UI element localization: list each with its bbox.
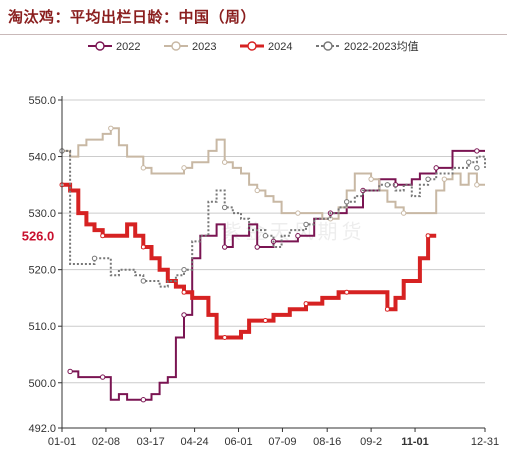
data-point-avg [466, 159, 472, 165]
data-point-s2024 [222, 335, 228, 341]
x-tick-label: 07-09 [268, 436, 296, 448]
data-point-s2024 [181, 289, 187, 295]
series-line-s2023 [62, 127, 485, 220]
data-point-s2023 [368, 176, 374, 182]
last-value-label: 526.0 [22, 229, 55, 244]
x-tick-label: 06-01 [224, 436, 252, 448]
legend-marker-s2023 [171, 41, 181, 51]
data-point-s2024 [262, 318, 268, 324]
watermark-text: 紫金天风期货 [222, 220, 366, 244]
x-tick-label: 09-2 [360, 436, 382, 448]
data-point-s2022 [221, 244, 228, 250]
axes: 492.0 500.0 510.0 520.0 530.0 540.0 550.0 01-01… [22, 95, 499, 448]
data-point-avg [344, 199, 350, 205]
x-tick-label: 08-16 [313, 436, 341, 448]
y-tick-label: 520.0 [28, 265, 56, 277]
data-point-s2023 [221, 159, 228, 165]
data-point-avg [303, 221, 309, 228]
series-lines [59, 125, 486, 403]
data-point-s2023 [295, 210, 301, 216]
data-point-s2022 [474, 148, 480, 154]
data-point-avg [474, 165, 480, 171]
y-tick-label: 540.0 [28, 152, 56, 164]
data-point-s2022 [140, 397, 147, 403]
data-point-s2024 [384, 306, 390, 312]
x-tick-label: 03-17 [137, 436, 165, 448]
legend-label-s2024: 2024 [268, 41, 292, 53]
legend-marker-s2022 [95, 41, 105, 51]
data-point-s2023 [474, 182, 480, 188]
data-point-s2022 [295, 233, 301, 239]
x-tick-label: 11-01 [401, 436, 429, 448]
x-tick-label: 04-24 [181, 436, 209, 448]
legend-marker-avg [323, 41, 333, 51]
data-point-s2022 [433, 165, 439, 171]
data-point-avg [181, 266, 187, 273]
legend-label-s2023: 2023 [192, 41, 216, 53]
data-point-s2023 [441, 176, 448, 182]
legend-label-s2022: 2022 [116, 41, 140, 53]
legend: 2022 2023 2024 2022-2023均值 [88, 40, 419, 53]
legend-label-avg: 2022-2023均值 [344, 40, 419, 53]
data-point-avg [91, 255, 98, 262]
data-point-s2023 [108, 125, 114, 131]
data-point-s2022 [181, 312, 187, 318]
y-tick-label: 492.0 [28, 423, 56, 435]
data-point-s2024 [100, 233, 106, 239]
data-point-s2022 [254, 244, 260, 250]
data-point-s2023 [400, 210, 407, 216]
y-tick-label: 530.0 [28, 208, 56, 220]
data-point-s2022 [99, 374, 106, 380]
series-line-s2024 [62, 182, 437, 340]
chart-title: 淘汰鸡：平均出栏日龄：中国（周） [8, 8, 257, 26]
x-tick-label: 12-31 [471, 436, 499, 448]
title-divider [0, 34, 507, 35]
x-tick-label: 02-08 [92, 436, 120, 448]
data-point-avg [221, 204, 228, 211]
data-point-avg [425, 176, 431, 182]
data-point-s2022 [67, 368, 73, 375]
data-point-s2024 [344, 289, 350, 295]
data-point-avg [262, 233, 269, 239]
data-point-s2024 [303, 301, 309, 307]
series-line-s2022 [70, 149, 485, 401]
data-point-avg [384, 182, 391, 188]
legend-marker-s2024 [247, 41, 257, 51]
y-tick-label: 510.0 [28, 321, 56, 333]
y-tick-label: 550.0 [28, 95, 56, 107]
data-point-avg [140, 278, 147, 284]
x-tick-label: 01-01 [48, 436, 76, 448]
data-point-s2024 [140, 244, 146, 250]
data-point-s2023 [181, 165, 187, 171]
data-point-s2024 [425, 233, 431, 239]
data-point-s2023 [254, 187, 260, 194]
data-point-s2023 [140, 165, 147, 171]
watermark: 紫金天风期货 [222, 220, 366, 244]
y-tick-label: 500.0 [28, 378, 56, 390]
